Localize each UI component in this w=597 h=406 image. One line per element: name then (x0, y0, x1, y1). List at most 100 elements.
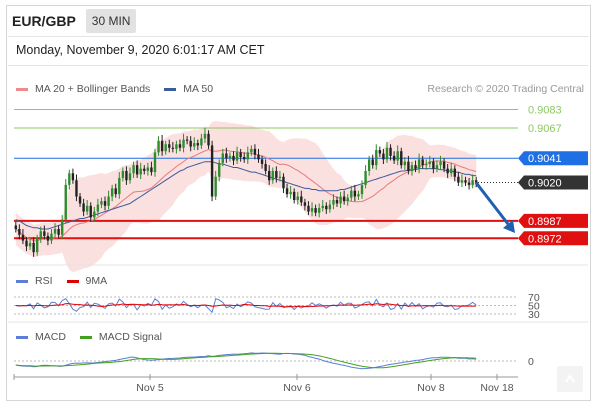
candle-body (335, 199, 339, 204)
candle-body (232, 155, 235, 161)
candle-body (321, 205, 324, 209)
legend-item-rsi: RSI (16, 275, 53, 287)
candle-body (385, 147, 389, 160)
candle-body (68, 173, 71, 185)
legend-item-ma20: MA 20 + Bollinger Bands (16, 83, 150, 95)
candle-body (364, 170, 367, 185)
forecast-arrow-head (503, 219, 515, 233)
candle-body (139, 168, 142, 175)
candle-body (457, 176, 460, 183)
rsi-ma-line (15, 303, 477, 308)
legend-item-macd-signal: MACD Signal (79, 331, 162, 343)
ma20-line (15, 148, 477, 242)
legend-swatch (16, 87, 28, 91)
candle-body (453, 168, 456, 177)
forecast-arrow-line (474, 181, 510, 225)
candle-body (228, 155, 232, 159)
header-divider (8, 36, 588, 37)
candle-body (14, 225, 17, 229)
macd-level-label: 0 (528, 356, 534, 368)
candle-body (389, 147, 392, 156)
price-level-tag (518, 213, 588, 228)
candle-body (367, 159, 371, 171)
candle-body (200, 138, 203, 146)
candle-body (207, 133, 210, 146)
candle-body (164, 144, 167, 152)
candle-body (182, 139, 185, 148)
x-tick-label: Nov 5 (136, 382, 164, 394)
candle-body (128, 173, 132, 181)
candle-body (403, 161, 407, 166)
candle-body (432, 161, 435, 169)
candle-body (36, 238, 39, 253)
candle-body (93, 211, 96, 218)
candle-body (28, 242, 32, 247)
candle-body (78, 196, 82, 204)
candle-body (96, 204, 100, 212)
candle-body (464, 180, 467, 183)
candle-body (85, 205, 89, 212)
candle-body (396, 151, 399, 161)
candle-body (196, 143, 200, 146)
candle-body (143, 168, 146, 171)
candle-body (225, 153, 228, 159)
macd-legend: MACD MACD Signal (16, 331, 176, 343)
candle-body (253, 148, 257, 155)
candle-body (203, 133, 207, 139)
candle-body (178, 144, 182, 148)
candle-body (260, 159, 264, 164)
legend-item-macd: MACD (16, 331, 66, 343)
candle-body (342, 196, 346, 202)
candle-body (275, 170, 278, 178)
candle-body (357, 194, 360, 197)
candle-body (375, 150, 378, 166)
candle-body (53, 228, 57, 234)
legend-label: MA 20 + Bollinger Bands (35, 83, 151, 95)
candle-body (243, 157, 246, 160)
candle-body (417, 159, 421, 169)
legend-label: 9MA (85, 275, 108, 287)
timeframe-button[interactable]: 30 MIN (85, 9, 137, 33)
candle-body (146, 167, 150, 171)
legend-item-9ma: 9MA (66, 275, 108, 287)
candle-body (471, 180, 474, 185)
candle-body (314, 208, 317, 213)
candle-body (50, 233, 53, 241)
candle-body (121, 170, 125, 178)
chevron-up-icon (565, 374, 575, 383)
macd-signal-line (15, 352, 477, 369)
legend-label: MACD Signal (98, 331, 162, 343)
price-level-label: 0.8972 (528, 233, 562, 245)
bollinger-band (15, 121, 477, 273)
candle-body (339, 196, 342, 204)
candle-body (257, 154, 260, 160)
rsi-level-label: 30 (528, 309, 540, 321)
candle-body (193, 143, 196, 147)
macd-line (15, 352, 477, 370)
candle-body (442, 161, 446, 169)
credit-text: Research © 2020 Trading Central (427, 83, 584, 95)
date-divider (8, 65, 588, 66)
price-level-label: 0.9083 (528, 104, 562, 116)
candle-body (89, 205, 92, 218)
candle-body (210, 145, 214, 197)
price-level-label: 0.9041 (528, 153, 562, 165)
candle-body (392, 155, 396, 161)
legend-item-ma50: MA 50 (164, 83, 213, 95)
candle-body (168, 144, 171, 148)
candle-body (350, 190, 353, 198)
candle-body (150, 167, 153, 173)
candle-body (214, 176, 217, 197)
chart-datetime: Monday, November 9, 2020 6:01:17 AM CET (16, 43, 265, 57)
candle-body (64, 184, 67, 220)
candle-body (439, 161, 442, 166)
rsi-legend: RSI 9MA (16, 275, 121, 287)
candle-body (450, 168, 453, 174)
candle-body (271, 170, 274, 181)
candle-body (185, 139, 189, 141)
candle-body (296, 196, 299, 200)
candle-body (132, 165, 135, 174)
x-tick-label: Nov 8 (417, 382, 445, 394)
candle-body (360, 184, 364, 195)
